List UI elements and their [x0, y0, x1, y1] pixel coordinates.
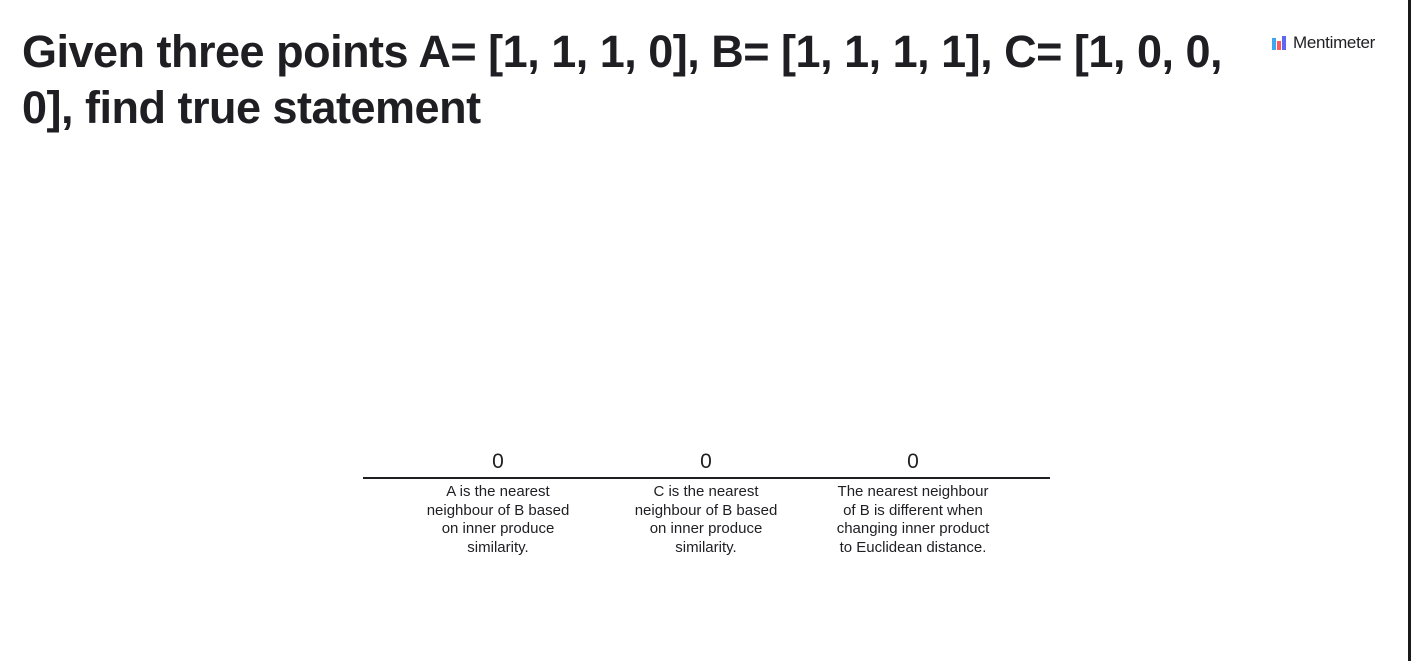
- chart-baseline: [363, 477, 1050, 479]
- bar-value-3: 0: [907, 450, 919, 473]
- bar-value-2: 0: [700, 450, 712, 473]
- bar-label-1: A is the nearest neighbour of B based on…: [426, 483, 570, 556]
- bar-label-2: C is the nearest neighbour of B based on…: [634, 483, 778, 556]
- brand-logo: Mentimeter: [1272, 33, 1375, 53]
- slide-edge-divider: [1408, 0, 1411, 661]
- bar-label-3: The nearest neighbour of B is different …: [836, 483, 990, 556]
- mentimeter-logo-icon: [1272, 36, 1287, 50]
- bar-value-1: 0: [492, 450, 504, 473]
- question-title: Given three points A= [1, 1, 1, 0], B= […: [22, 26, 1223, 133]
- brand-name: Mentimeter: [1293, 33, 1376, 52]
